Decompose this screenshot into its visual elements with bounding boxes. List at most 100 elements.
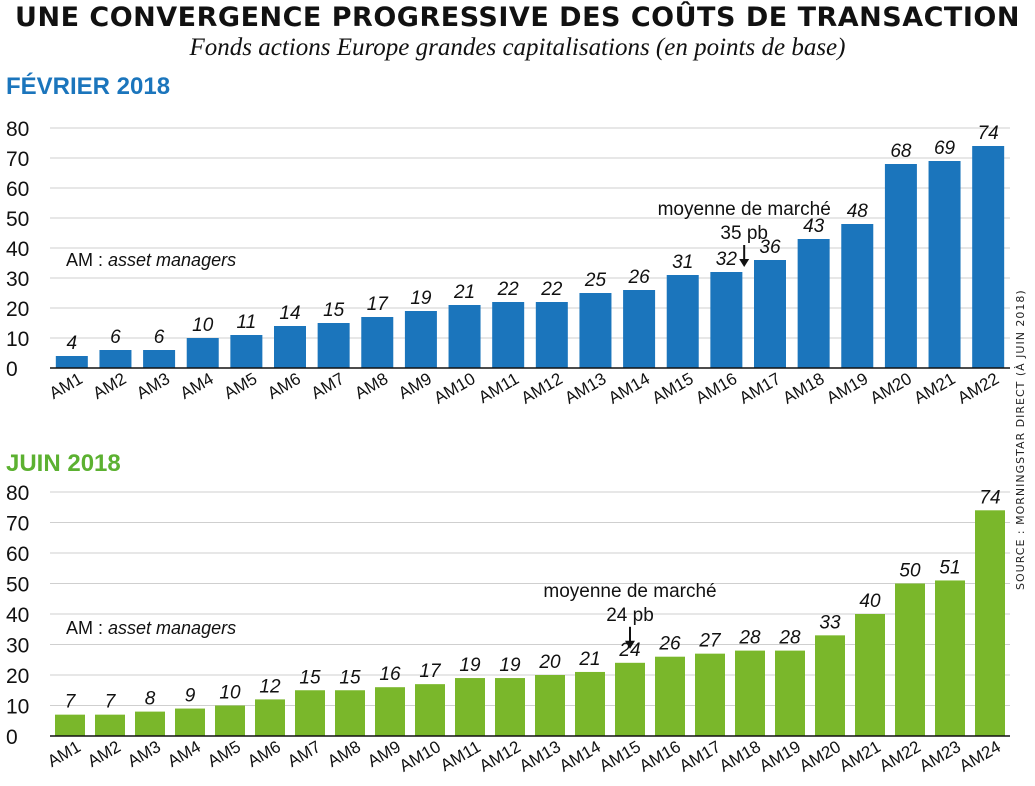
data-label: 21 <box>453 282 475 303</box>
x-tick-label: AM18 <box>780 369 828 408</box>
y-tick-label: 0 <box>6 726 18 749</box>
x-tick-label: AM10 <box>396 737 444 776</box>
bar <box>928 161 961 368</box>
x-tick-label: AM17 <box>736 369 784 408</box>
data-label: 17 <box>367 294 390 315</box>
bar <box>186 338 219 368</box>
x-tick-label: AM13 <box>516 737 564 776</box>
bar <box>335 690 365 736</box>
data-label: 40 <box>859 591 881 612</box>
data-label: 11 <box>236 312 256 333</box>
bar <box>99 350 132 368</box>
data-label: 16 <box>379 664 401 685</box>
data-label: 4 <box>67 333 78 354</box>
x-tick-label: AM16 <box>692 369 740 408</box>
x-tick-label: AM12 <box>476 737 524 776</box>
bar <box>895 583 925 736</box>
data-label: 51 <box>939 557 960 578</box>
y-tick-label: 40 <box>6 604 29 627</box>
data-label: 33 <box>819 612 841 633</box>
bar <box>415 684 445 736</box>
x-tick-label: AM21 <box>836 737 884 776</box>
am-note-prefix: AM : <box>66 250 108 270</box>
average-arrow-head <box>739 259 750 267</box>
y-tick-label: 80 <box>6 118 29 141</box>
bar <box>255 699 285 736</box>
bar <box>841 224 874 368</box>
source-note: SOURCE : MORNINGSTAR DIRECT (À JUIN 2018… <box>1014 289 1027 590</box>
x-tick-label: AM7 <box>308 369 348 403</box>
x-tick-label: AM20 <box>796 737 844 776</box>
bar <box>710 272 743 368</box>
bar <box>317 323 350 368</box>
data-label: 68 <box>890 141 912 162</box>
average-arrow-head <box>625 640 635 649</box>
data-label: 22 <box>497 279 520 300</box>
x-tick-label: AM8 <box>351 369 391 403</box>
bar <box>135 711 165 736</box>
data-label: 9 <box>185 686 196 707</box>
bar <box>797 239 830 368</box>
bar <box>815 635 845 736</box>
x-tick-label: AM20 <box>867 369 915 408</box>
data-label: 12 <box>259 676 281 697</box>
x-tick-label: AM2 <box>84 737 124 771</box>
page-title: UNE CONVERGENCE PROGRESSIVE DES COÛTS DE… <box>15 2 1020 33</box>
x-tick-label: AM15 <box>596 737 644 776</box>
data-label: 43 <box>803 216 825 237</box>
x-tick-label: AM13 <box>561 369 609 408</box>
y-tick-label: 30 <box>6 268 29 291</box>
data-label: 7 <box>65 692 77 713</box>
x-tick-label: AM10 <box>431 369 479 408</box>
y-tick-label: 0 <box>6 358 18 381</box>
data-label: 48 <box>847 201 869 222</box>
x-tick-label: AM3 <box>124 737 164 771</box>
bar <box>775 650 805 736</box>
y-tick-label: 10 <box>6 696 29 719</box>
x-tick-label: AM18 <box>716 737 764 776</box>
bar <box>95 714 125 736</box>
x-tick-label: AM22 <box>954 369 1002 408</box>
data-label: 19 <box>459 655 481 676</box>
x-tick-label: AM23 <box>916 737 964 776</box>
data-label: 6 <box>154 327 165 348</box>
bar <box>274 326 306 368</box>
y-tick-label: 20 <box>6 665 29 688</box>
data-label: 27 <box>698 631 722 652</box>
bar <box>579 293 612 368</box>
bar <box>143 350 176 368</box>
data-label: 17 <box>419 661 442 682</box>
bar <box>361 317 394 368</box>
x-tick-label: AM6 <box>244 737 284 771</box>
x-tick-label: AM14 <box>556 737 604 776</box>
bar <box>535 675 565 736</box>
am-note-italic: asset managers <box>108 618 236 638</box>
bar <box>666 275 699 368</box>
data-label: 26 <box>628 267 651 288</box>
x-tick-label: AM15 <box>649 369 697 408</box>
chart-title-june: JUIN 2018 <box>6 450 121 477</box>
x-tick-label: AM21 <box>911 369 959 408</box>
y-tick-label: 40 <box>6 238 29 261</box>
am-note-prefix: AM : <box>66 618 108 638</box>
data-label: 26 <box>658 634 681 655</box>
x-tick-label: AM4 <box>164 737 204 771</box>
average-label: moyenne de marché <box>543 581 716 602</box>
y-tick-label: 60 <box>6 178 29 201</box>
page-subtitle: Fonds actions Europe grandes capitalisat… <box>189 34 846 61</box>
data-label: 20 <box>538 652 561 673</box>
x-tick-label: AM19 <box>823 369 871 408</box>
data-label: 21 <box>578 649 600 670</box>
x-tick-label: AM2 <box>90 369 130 403</box>
y-tick-label: 30 <box>6 635 29 658</box>
data-label: 28 <box>738 628 761 649</box>
am-note: AM : asset managers <box>66 618 236 638</box>
x-tick-label: AM9 <box>364 737 404 771</box>
bar <box>655 656 685 736</box>
bar <box>55 356 88 368</box>
x-tick-label: AM1 <box>46 369 86 403</box>
bar <box>884 164 917 368</box>
bar <box>754 260 786 368</box>
bar <box>935 580 965 736</box>
